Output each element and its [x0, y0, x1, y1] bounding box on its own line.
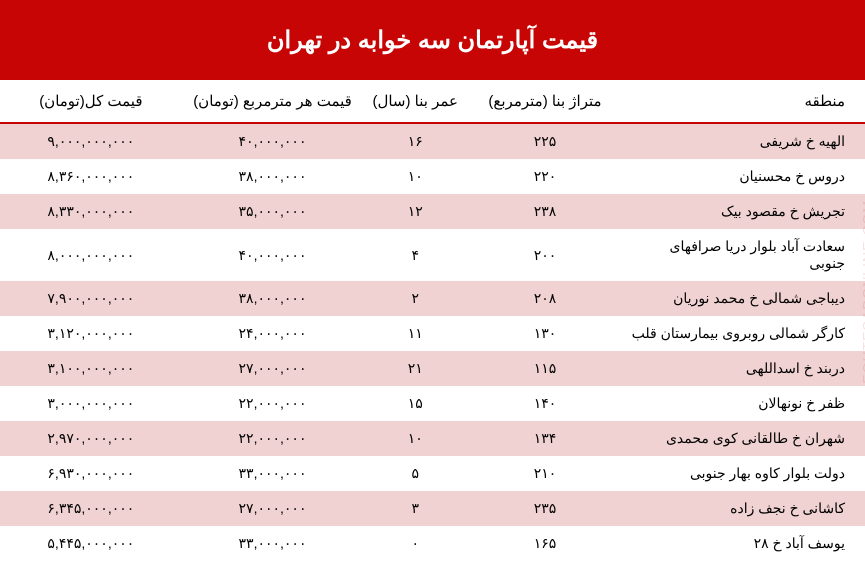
cell-age: ۵ [363, 456, 467, 491]
cell-region: دولت بلوار کاوه بهار جنوبی [623, 456, 865, 491]
cell-total: ۸,۰۰۰,۰۰۰,۰۰۰ [0, 229, 182, 281]
cell-age: ۳ [363, 491, 467, 526]
cell-pricepm: ۳۳,۰۰۰,۰۰۰ [182, 456, 364, 491]
cell-pricepm: ۴۰,۰۰۰,۰۰۰ [182, 123, 364, 159]
table-row: کاشانی خ نجف زاده۲۳۵۳۲۷,۰۰۰,۰۰۰۶,۳۴۵,۰۰۰… [0, 491, 865, 526]
cell-region: شهران خ طالقانی کوی محمدی [623, 421, 865, 456]
cell-total: ۳,۱۰۰,۰۰۰,۰۰۰ [0, 351, 182, 386]
cell-pricepm: ۳۵,۰۰۰,۰۰۰ [182, 194, 364, 229]
cell-area: ۲۰۰ [467, 229, 623, 281]
watermark: EGHTESADONLINE.COM [860, 200, 865, 384]
cell-region: یوسف آباد خ ۲۸ [623, 526, 865, 561]
cell-region: سعادت آباد بلوار دریا صرافهای جنوبی [623, 229, 865, 281]
col-region: منطقه [623, 80, 865, 123]
cell-pricepm: ۲۴,۰۰۰,۰۰۰ [182, 316, 364, 351]
cell-area: ۲۲۰ [467, 159, 623, 194]
col-age: عمر بنا (سال) [363, 80, 467, 123]
cell-age: ۲۱ [363, 351, 467, 386]
cell-total: ۶,۹۳۰,۰۰۰,۰۰۰ [0, 456, 182, 491]
cell-region: تجریش خ مقصود بیک [623, 194, 865, 229]
cell-area: ۱۳۴ [467, 421, 623, 456]
col-area: متراژ بنا (مترمربع) [467, 80, 623, 123]
table-row: ظفر خ نونهالان۱۴۰۱۵۲۲,۰۰۰,۰۰۰۳,۰۰۰,۰۰۰,۰… [0, 386, 865, 421]
cell-region: کاشانی خ نجف زاده [623, 491, 865, 526]
cell-total: ۲,۹۷۰,۰۰۰,۰۰۰ [0, 421, 182, 456]
cell-total: ۵,۴۴۵,۰۰۰,۰۰۰ [0, 526, 182, 561]
cell-age: ۱۶ [363, 123, 467, 159]
cell-region: الهیه خ شریفی [623, 123, 865, 159]
cell-total: ۳,۰۰۰,۰۰۰,۰۰۰ [0, 386, 182, 421]
cell-total: ۸,۳۳۰,۰۰۰,۰۰۰ [0, 194, 182, 229]
cell-total: ۶,۳۴۵,۰۰۰,۰۰۰ [0, 491, 182, 526]
col-pricepm: قیمت هر مترمربع (تومان) [182, 80, 364, 123]
cell-age: ۱۰ [363, 159, 467, 194]
cell-area: ۱۶۵ [467, 526, 623, 561]
title-text: قیمت آپارتمان سه خوابه در تهران [267, 26, 598, 55]
cell-total: ۸,۳۶۰,۰۰۰,۰۰۰ [0, 159, 182, 194]
price-table: منطقه متراژ بنا (مترمربع) عمر بنا (سال) … [0, 80, 865, 561]
cell-area: ۲۱۰ [467, 456, 623, 491]
cell-age: ۱۱ [363, 316, 467, 351]
table-row: سعادت آباد بلوار دریا صرافهای جنوبی۲۰۰۴۴… [0, 229, 865, 281]
cell-region: کارگر شمالی روبروی بیمارستان قلب [623, 316, 865, 351]
cell-region: ظفر خ نونهالان [623, 386, 865, 421]
cell-area: ۲۲۵ [467, 123, 623, 159]
cell-pricepm: ۲۷,۰۰۰,۰۰۰ [182, 351, 364, 386]
cell-pricepm: ۲۷,۰۰۰,۰۰۰ [182, 491, 364, 526]
cell-area: ۱۳۰ [467, 316, 623, 351]
table-row: الهیه خ شریفی۲۲۵۱۶۴۰,۰۰۰,۰۰۰۹,۰۰۰,۰۰۰,۰۰… [0, 123, 865, 159]
cell-total: ۹,۰۰۰,۰۰۰,۰۰۰ [0, 123, 182, 159]
cell-age: ۰ [363, 526, 467, 561]
cell-age: ۱۰ [363, 421, 467, 456]
cell-area: ۲۰۸ [467, 281, 623, 316]
table-row: شهران خ طالقانی کوی محمدی۱۳۴۱۰۲۲,۰۰۰,۰۰۰… [0, 421, 865, 456]
table-row: دیباجی شمالی خ محمد نوریان۲۰۸۲۳۸,۰۰۰,۰۰۰… [0, 281, 865, 316]
cell-region: دروس خ محسنیان [623, 159, 865, 194]
table-body: الهیه خ شریفی۲۲۵۱۶۴۰,۰۰۰,۰۰۰۹,۰۰۰,۰۰۰,۰۰… [0, 123, 865, 561]
cell-pricepm: ۲۲,۰۰۰,۰۰۰ [182, 386, 364, 421]
table-row: کارگر شمالی روبروی بیمارستان قلب۱۳۰۱۱۲۴,… [0, 316, 865, 351]
table-row: دولت بلوار کاوه بهار جنوبی۲۱۰۵۳۳,۰۰۰,۰۰۰… [0, 456, 865, 491]
cell-age: ۴ [363, 229, 467, 281]
col-total: قیمت کل(تومان) [0, 80, 182, 123]
cell-area: ۱۴۰ [467, 386, 623, 421]
cell-age: ۱۵ [363, 386, 467, 421]
table-row: دربند خ اسداللهی۱۱۵۲۱۲۷,۰۰۰,۰۰۰۳,۱۰۰,۰۰۰… [0, 351, 865, 386]
cell-total: ۳,۱۲۰,۰۰۰,۰۰۰ [0, 316, 182, 351]
cell-age: ۲ [363, 281, 467, 316]
header-row: منطقه متراژ بنا (مترمربع) عمر بنا (سال) … [0, 80, 865, 123]
cell-pricepm: ۳۸,۰۰۰,۰۰۰ [182, 281, 364, 316]
cell-pricepm: ۳۳,۰۰۰,۰۰۰ [182, 526, 364, 561]
cell-area: ۲۳۵ [467, 491, 623, 526]
table-row: تجریش خ مقصود بیک۲۳۸۱۲۳۵,۰۰۰,۰۰۰۸,۳۳۰,۰۰… [0, 194, 865, 229]
cell-total: ۷,۹۰۰,۰۰۰,۰۰۰ [0, 281, 182, 316]
cell-area: ۱۱۵ [467, 351, 623, 386]
table-row: یوسف آباد خ ۲۸۱۶۵۰۳۳,۰۰۰,۰۰۰۵,۴۴۵,۰۰۰,۰۰… [0, 526, 865, 561]
cell-pricepm: ۴۰,۰۰۰,۰۰۰ [182, 229, 364, 281]
cell-area: ۲۳۸ [467, 194, 623, 229]
table-row: دروس خ محسنیان۲۲۰۱۰۳۸,۰۰۰,۰۰۰۸,۳۶۰,۰۰۰,۰… [0, 159, 865, 194]
cell-pricepm: ۲۲,۰۰۰,۰۰۰ [182, 421, 364, 456]
page-title: قیمت آپارتمان سه خوابه در تهران [0, 0, 865, 80]
cell-pricepm: ۳۸,۰۰۰,۰۰۰ [182, 159, 364, 194]
cell-region: دیباجی شمالی خ محمد نوریان [623, 281, 865, 316]
cell-region: دربند خ اسداللهی [623, 351, 865, 386]
cell-age: ۱۲ [363, 194, 467, 229]
